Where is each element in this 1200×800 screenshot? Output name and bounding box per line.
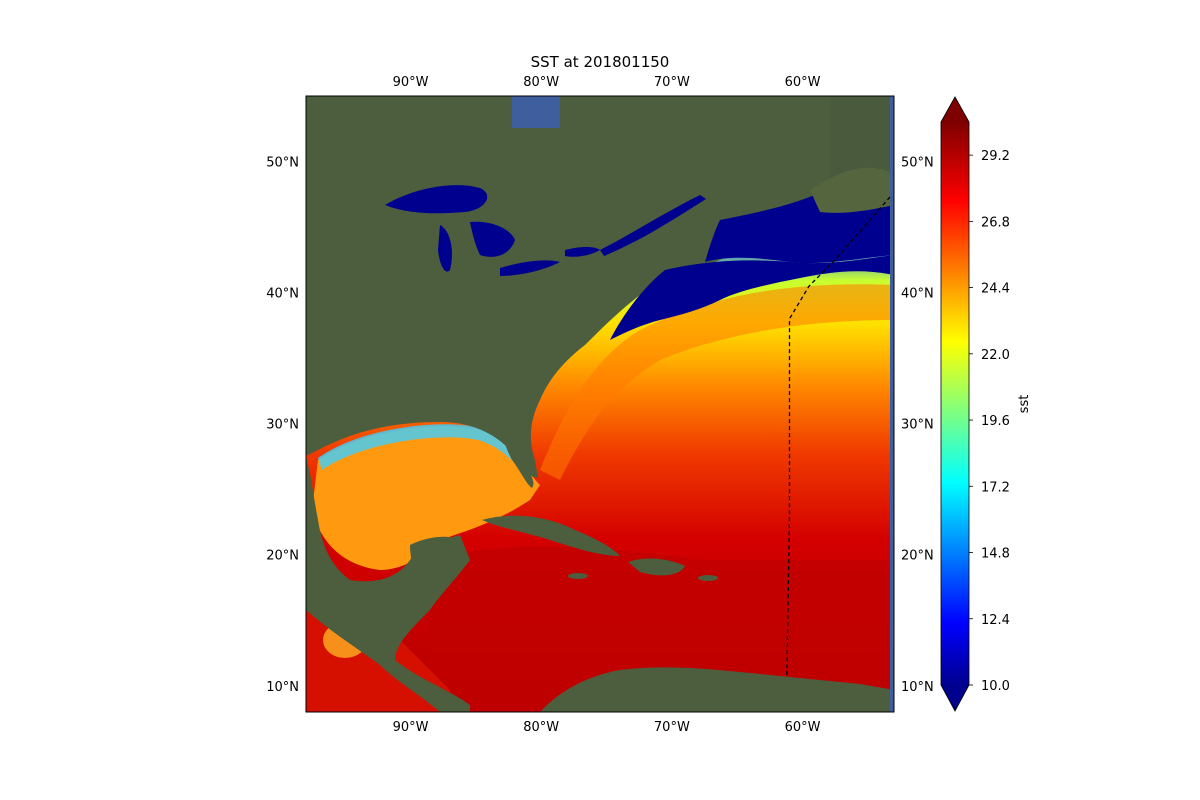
lon-tick-label-top: 80°W	[523, 75, 559, 90]
map-frame	[305, 95, 895, 713]
caribbean-sea	[430, 546, 894, 712]
colorbar-tick-label: 26.8	[981, 215, 1010, 230]
lat-tick-label-left: 30°N	[266, 418, 299, 433]
gulf-of-mexico	[312, 426, 540, 570]
gulf-of-maine-cold	[610, 255, 894, 340]
lat-tick-label-right: 20°N	[901, 549, 934, 564]
land-yucatan	[410, 536, 460, 595]
colorbar-label: sst	[1017, 395, 1032, 414]
colorbar-tick-label: 14.8	[981, 547, 1010, 562]
longitude-ticks-top: 90°W 80°W 70°W 60°W	[393, 75, 821, 90]
colorbar-extend-bottom	[941, 685, 969, 711]
lon-tick-label-top: 60°W	[785, 75, 821, 90]
colorbar-extend-top	[941, 97, 969, 122]
lake-ontario	[565, 247, 600, 257]
land-jamaica	[568, 573, 588, 579]
colorbar-tick-label: 24.4	[981, 282, 1010, 297]
land-cuba	[482, 515, 620, 556]
colorbar-tick-label: 19.6	[981, 414, 1010, 429]
lon-tick-label-top: 70°W	[654, 75, 690, 90]
lake-erie	[500, 260, 560, 276]
sst-map	[306, 96, 894, 712]
map-title: SST at 201801150	[531, 53, 670, 71]
st-lawrence-river	[600, 195, 706, 256]
lat-tick-label-left: 50°N	[266, 156, 299, 171]
colorbar-tick-label: 22.0	[981, 348, 1010, 363]
lat-tick-label-right: 30°N	[901, 418, 934, 433]
colorbar-gradient	[941, 122, 969, 685]
lake-superior	[385, 185, 488, 214]
lake-michigan	[438, 225, 452, 272]
newfoundland	[810, 167, 894, 213]
colorbar-outline	[940, 96, 970, 712]
boundary-dashed-line	[786, 196, 891, 676]
colorbar-tick-label: 17.2	[981, 480, 1010, 495]
longitude-ticks-bottom: 90°W 80°W 70°W 60°W	[393, 720, 821, 735]
colorbar: 10.0 12.4 14.8 17.2 19.6 22.0 24.4 26.8 29.2 sst	[940, 96, 1032, 712]
land-hispaniola	[628, 558, 685, 576]
lon-tick-label-bottom: 70°W	[654, 720, 690, 735]
ocean-edge	[890, 96, 894, 712]
gulf-stream-band	[540, 284, 894, 480]
hudson-bay-edge	[306, 96, 560, 128]
lat-tick-label-left: 20°N	[266, 549, 299, 564]
lon-tick-label-bottom: 60°W	[785, 720, 821, 735]
colorbar-tick-label: 12.4	[981, 613, 1010, 628]
lat-tick-label-left: 40°N	[266, 287, 299, 302]
lon-tick-label-bottom: 90°W	[393, 720, 429, 735]
land-puerto-rico	[698, 575, 718, 581]
lon-tick-label-top: 90°W	[393, 75, 429, 90]
colorbar-tick-label: 10.0	[981, 679, 1010, 694]
gulf-coastal-cold-band	[318, 424, 532, 476]
lon-tick-label-bottom: 80°W	[523, 720, 559, 735]
lat-tick-label-right: 40°N	[901, 287, 934, 302]
lat-tick-label-left: 10°N	[266, 680, 299, 695]
colorbar-ticks: 10.0 12.4 14.8 17.2 19.6 22.0 24.4 26.8 29.2	[969, 149, 1010, 694]
colorbar-tick-label: 29.2	[981, 149, 1010, 164]
latitude-ticks-left: 50°N 40°N 30°N 20°N 10°N	[266, 156, 299, 695]
land-south-america	[540, 667, 894, 712]
lake-huron	[470, 221, 515, 257]
land-mexico	[306, 456, 470, 712]
latitude-ticks-right: 50°N 40°N 30°N 20°N 10°N	[901, 156, 934, 695]
lat-tick-label-right: 10°N	[901, 680, 934, 695]
land-florida	[505, 440, 534, 488]
lat-tick-label-right: 50°N	[901, 156, 934, 171]
